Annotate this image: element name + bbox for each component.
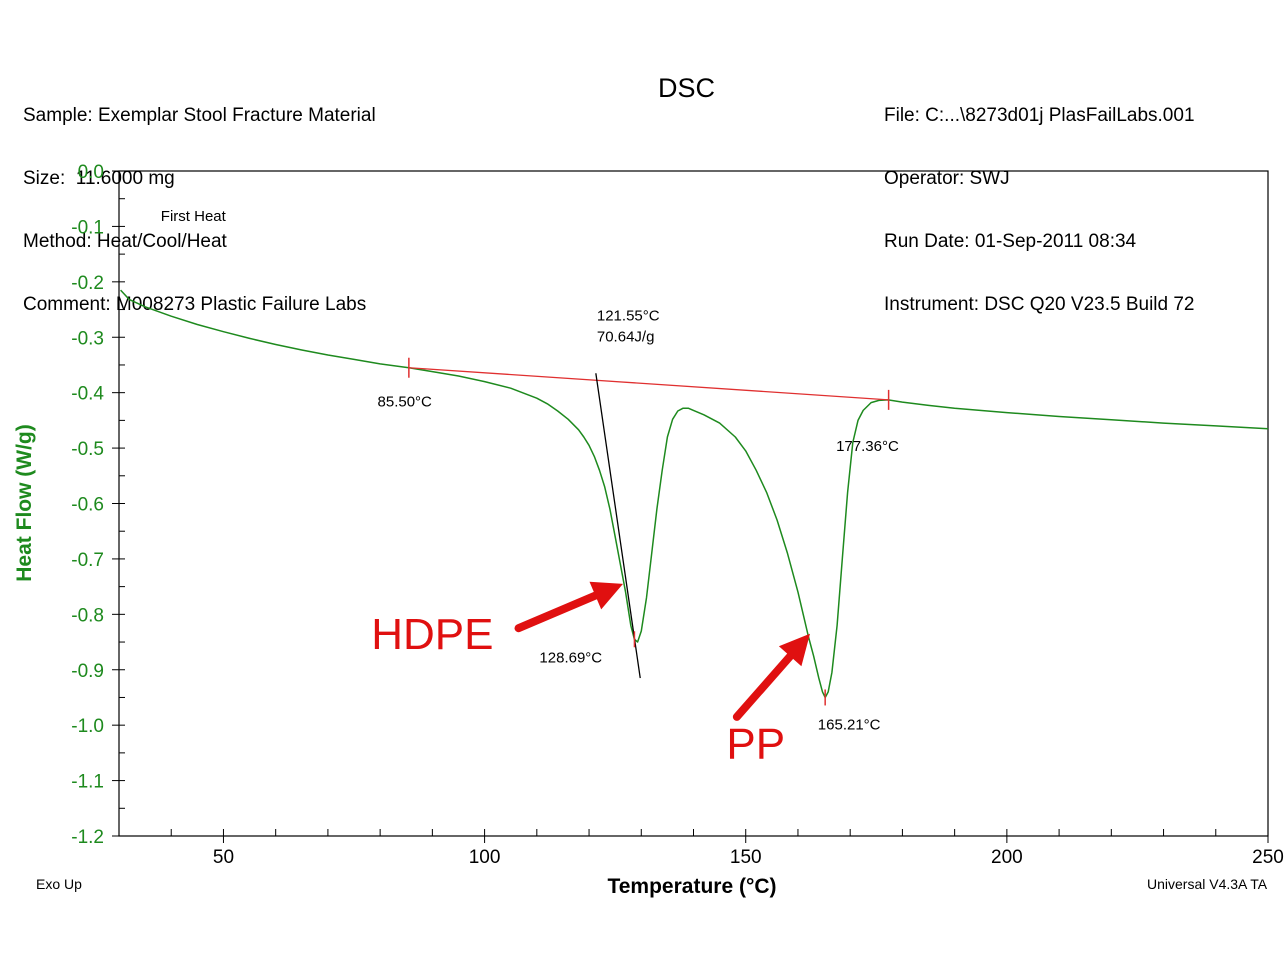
chart-annotation: HDPE <box>371 610 493 659</box>
x-tick-label: 200 <box>991 847 1023 868</box>
software-version: Universal V4.3A TA <box>1147 876 1268 892</box>
chart-annotation: First Heat <box>161 208 227 225</box>
annotation-arrow-head <box>589 581 623 610</box>
sample-line: Sample: Exemplar Stool Fracture Material <box>23 105 376 126</box>
file-line: File: C:...\8273d01j PlasFailLabs.001 <box>884 105 1195 126</box>
x-axis-title: Temperature (°C) <box>607 875 776 898</box>
chart-annotation: 85.50°C <box>378 394 433 411</box>
y-tick-label: -1.2 <box>71 827 104 848</box>
y-tick-label: -0.8 <box>71 605 104 626</box>
annotation-arrow-shaft <box>732 652 795 721</box>
x-tick-label: 150 <box>730 847 762 868</box>
x-tick-label: 50 <box>213 847 234 868</box>
y-tick-label: -0.3 <box>71 328 104 349</box>
chart-annotation: 70.64J/g <box>597 329 655 346</box>
operator-line: Operator: SWJ <box>884 168 1010 189</box>
y-tick-label: 0.0 <box>78 162 104 183</box>
y-tick-label: -0.5 <box>71 439 104 460</box>
chart-annotation: PP <box>726 719 785 768</box>
run-info: File: C:...\8273d01j PlasFailLabs.001 Op… <box>884 63 1195 336</box>
size-line: Size: 11.6000 mg <box>23 168 175 189</box>
y-tick-label: -0.6 <box>71 495 104 516</box>
y-tick-label: -0.2 <box>71 273 104 294</box>
chart-title: DSC <box>658 73 716 103</box>
y-tick-label: -1.0 <box>71 716 104 737</box>
y-axis-title: Heat Flow (W/g) <box>13 424 36 581</box>
heat-flow-curve <box>120 289 1269 699</box>
integration-baseline <box>408 367 889 401</box>
annotation-arrow-head <box>778 633 810 667</box>
comment-line: Comment: M008273 Plastic Failure Labs <box>23 294 367 315</box>
y-tick-label: -0.1 <box>71 217 104 238</box>
x-tick-label: 100 <box>469 847 501 868</box>
chart-annotation: 165.21°C <box>818 717 881 734</box>
y-tick-label: -0.4 <box>71 384 104 405</box>
x-tick-label: 250 <box>1252 847 1284 868</box>
annotation-arrow-shaft <box>514 591 600 633</box>
plot-frame <box>118 170 1269 837</box>
chart-annotation: 121.55°C <box>597 308 660 325</box>
exo-up-label: Exo Up <box>36 876 82 892</box>
onset-tangent <box>595 373 641 679</box>
y-tick-label: -1.1 <box>71 772 104 793</box>
instrument-line: Instrument: DSC Q20 V23.5 Build 72 <box>884 294 1195 315</box>
run-date-line: Run Date: 01-Sep-2011 08:34 <box>884 231 1137 252</box>
chart-annotation: 177.36°C <box>836 438 899 455</box>
method-line: Method: Heat/Cool/Heat <box>23 231 227 252</box>
sample-info: Sample: Exemplar Stool Fracture Material… <box>23 63 376 336</box>
y-tick-label: -0.9 <box>71 661 104 682</box>
chart-annotation: 128.69°C <box>539 650 602 667</box>
y-tick-label: -0.7 <box>71 550 104 571</box>
